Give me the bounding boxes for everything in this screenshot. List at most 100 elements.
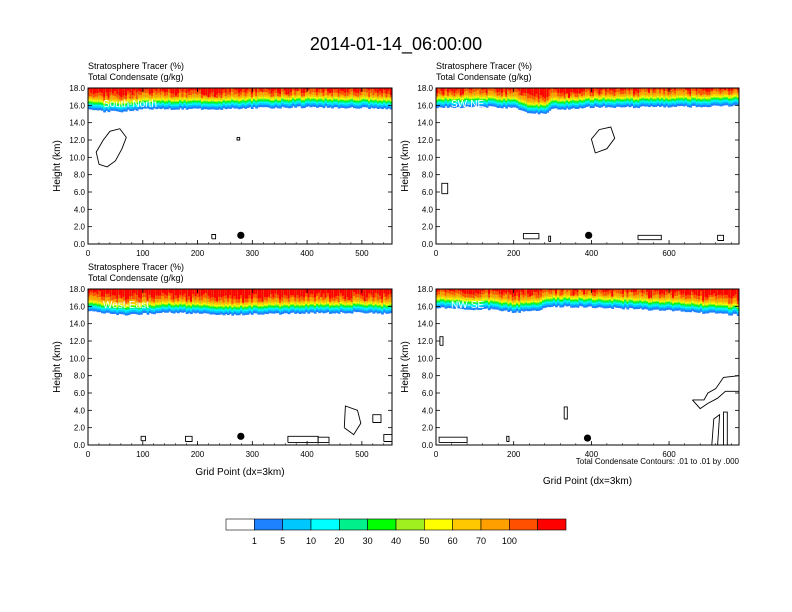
panel-header: Stratosphere Tracer (%) — [88, 262, 184, 272]
condensate-contour — [439, 336, 444, 346]
panel-header: Stratosphere Tracer (%) — [436, 61, 532, 71]
colorbar-swatch — [452, 518, 482, 531]
condensate-contour — [287, 435, 319, 443]
y-tick-label: 18.0 — [417, 285, 433, 294]
condensate-contour — [692, 375, 739, 410]
x-tick-label: 0 — [86, 450, 91, 459]
y-tick-label: 16.0 — [417, 101, 433, 110]
plot-frame — [87, 87, 393, 245]
panel-label: NW-SE — [451, 300, 484, 311]
location-marker — [583, 434, 592, 442]
y-tick-label: 16.0 — [417, 302, 433, 311]
x-tick-label: 400 — [300, 450, 314, 459]
y-tick-label: 18.0 — [69, 84, 85, 93]
panel-header: Stratosphere Tracer (%) — [88, 61, 184, 71]
condensate-contour — [236, 136, 241, 141]
y-tick-label: 8.0 — [422, 171, 434, 180]
condensate-contour — [95, 128, 127, 168]
y-tick-label: 18.0 — [69, 285, 85, 294]
condensate-contour — [717, 234, 724, 241]
colorbar-label: 1 — [252, 536, 257, 546]
y-tick-label: 0.0 — [422, 240, 434, 249]
colorbar-swatch — [509, 518, 538, 531]
x-tick-label: 600 — [662, 450, 676, 459]
colorbar-swatch — [339, 518, 368, 531]
y-tick-label: 4.0 — [422, 205, 434, 214]
y-tick-label: 14.0 — [69, 119, 85, 128]
colorbar-label: 30 — [363, 536, 373, 546]
y-tick-label: 12.0 — [417, 136, 433, 145]
y-tick-label: 6.0 — [422, 389, 434, 398]
colorbar-label: 40 — [391, 536, 401, 546]
x-tick-label: 0 — [434, 450, 439, 459]
y-tick-label: 14.0 — [417, 320, 433, 329]
y-tick-label: 4.0 — [74, 406, 86, 415]
x-tick-label: 300 — [246, 249, 260, 258]
panel-1: Stratosphere Tracer (%)Total Condensate … — [400, 61, 740, 258]
y-tick-label: 0.0 — [74, 441, 86, 450]
y-tick-label: 12.0 — [417, 337, 433, 346]
y-tick-label: 16.0 — [69, 302, 85, 311]
y-axis-label: Height (km) — [400, 140, 411, 192]
colorbar-swatch — [537, 518, 567, 531]
y-tick-label: 10.0 — [417, 153, 433, 162]
tracer-field — [88, 88, 392, 244]
condensate-contour — [140, 435, 146, 442]
location-marker — [237, 231, 245, 239]
x-tick-label: 300 — [246, 450, 260, 459]
contour-note: Total Condensate Contours: .01 to .01 by… — [576, 457, 740, 466]
x-tick-label: 200 — [191, 249, 205, 258]
y-tick-label: 8.0 — [422, 372, 434, 381]
y-tick-label: 2.0 — [74, 424, 86, 433]
colorbar-label: 50 — [419, 536, 429, 546]
x-tick-label: 0 — [434, 249, 439, 258]
condensate-contour — [637, 234, 662, 241]
location-marker — [585, 231, 593, 239]
tracer-field — [436, 88, 739, 244]
y-tick-label: 6.0 — [74, 188, 86, 197]
panel-2: Stratosphere Tracer (%)Total Condensate … — [52, 262, 393, 478]
y-axis-label: Height (km) — [52, 341, 63, 393]
panel-header: Total Condensate (g/kg) — [436, 72, 532, 82]
x-tick-label: 200 — [507, 450, 521, 459]
y-tick-label: 10.0 — [69, 354, 85, 363]
y-tick-label: 6.0 — [74, 389, 86, 398]
y-tick-label: 14.0 — [417, 119, 433, 128]
y-tick-label: 12.0 — [69, 337, 85, 346]
plot-frame — [435, 87, 740, 245]
y-tick-label: 12.0 — [69, 136, 85, 145]
location-marker — [237, 432, 245, 440]
y-tick-label: 2.0 — [422, 223, 434, 232]
y-tick-label: 10.0 — [417, 354, 433, 363]
colorbar-swatch — [480, 518, 510, 531]
panel-label: SW-NE — [451, 99, 484, 110]
condensate-contour — [438, 436, 468, 443]
figure-title: 2014-01-14_06:00:00 — [310, 34, 482, 55]
plot-frame — [435, 288, 740, 446]
condensate-contour — [185, 435, 193, 442]
x-tick-label: 400 — [585, 249, 599, 258]
plot-frame — [87, 288, 393, 446]
colorbar-swatch — [367, 518, 397, 531]
colorbar-label: 100 — [502, 536, 517, 546]
colorbar-label: 60 — [448, 536, 458, 546]
x-tick-label: 0 — [86, 249, 91, 258]
y-tick-label: 0.0 — [422, 441, 434, 450]
x-axis-label: Grid Point (dx=3km) — [543, 476, 632, 487]
colorbar-swatch — [282, 518, 312, 531]
x-tick-label: 400 — [585, 450, 599, 459]
y-tick-label: 4.0 — [422, 406, 434, 415]
y-tick-label: 16.0 — [69, 101, 85, 110]
condensate-contour — [383, 434, 392, 442]
colorbar-label: 20 — [334, 536, 344, 546]
condensate-contour — [317, 436, 330, 443]
y-tick-label: 2.0 — [74, 223, 86, 232]
x-axis-label: Grid Point (dx=3km) — [195, 467, 284, 478]
y-axis-label: Height (km) — [52, 140, 63, 192]
y-tick-label: 10.0 — [69, 153, 85, 162]
y-tick-label: 2.0 — [422, 424, 434, 433]
x-tick-label: 100 — [136, 249, 150, 258]
condensate-contour — [522, 233, 540, 240]
x-tick-label: 600 — [662, 249, 676, 258]
